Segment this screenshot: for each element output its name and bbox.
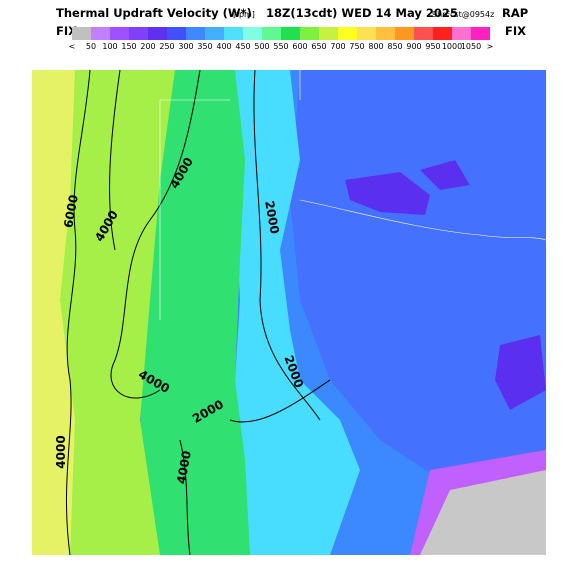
colorbar-label: 800 xyxy=(368,42,383,51)
contours xyxy=(66,69,547,556)
colorbar-label: 550 xyxy=(273,42,288,51)
colorbar-label: 350 xyxy=(197,42,212,51)
contour-label: 4000 xyxy=(174,450,194,485)
model: RAP xyxy=(502,6,528,20)
region xyxy=(345,160,546,410)
color-swatch xyxy=(395,27,414,40)
left-label: FIX xyxy=(56,24,77,38)
colorbar-label: 150 xyxy=(121,42,136,51)
colorbar-label: 1050 xyxy=(461,42,481,51)
land-gray xyxy=(420,470,546,555)
colorbar: FIX FIX <50 100 150 200 250 300 350 400 450 500 55… xyxy=(56,24,526,51)
right-label: FIX xyxy=(505,24,526,38)
colorbar-label: > xyxy=(487,42,494,51)
color-swatch xyxy=(186,27,205,40)
contour-label: 6000 xyxy=(61,194,81,229)
colorbar-label: 300 xyxy=(178,42,193,51)
contour-label: 4000 xyxy=(54,435,68,468)
colorbar-label: < xyxy=(69,42,76,51)
colorbar-label: 400 xyxy=(216,42,231,51)
colorbar-label: 750 xyxy=(349,42,364,51)
colorbar-label: 200 xyxy=(140,42,155,51)
color-swatch xyxy=(167,27,186,40)
color-swatch xyxy=(262,27,281,40)
region xyxy=(290,70,546,480)
colorbar-label: 900 xyxy=(406,42,421,51)
units: [fpm] xyxy=(233,10,255,19)
color-swatch xyxy=(452,27,471,40)
color-swatch xyxy=(300,27,319,40)
color-swatch xyxy=(357,27,376,40)
color-swatch xyxy=(414,27,433,40)
color-swatch xyxy=(376,27,395,40)
color-swatch xyxy=(471,27,490,40)
color-swatch xyxy=(72,27,91,40)
colorbar-label: 100 xyxy=(102,42,117,51)
color-swatch xyxy=(129,27,148,40)
color-swatch xyxy=(148,27,167,40)
colorbar-label: 500 xyxy=(254,42,269,51)
color-swatch xyxy=(319,27,338,40)
header: Thermal Updraft Velocity (W*) [fpm] 18Z(… xyxy=(56,6,528,20)
color-swatch xyxy=(224,27,243,40)
forecast: 9hrFcst@0954z xyxy=(432,10,494,19)
color-swatch xyxy=(281,27,300,40)
colorbar-label: 950 xyxy=(425,42,440,51)
colorbar-label: 50 xyxy=(86,42,96,51)
color-swatch xyxy=(338,27,357,40)
time: 18Z(13cdt) WED 14 May 2025 xyxy=(266,6,458,20)
color-swatch xyxy=(243,27,262,40)
colorbar-label: 850 xyxy=(387,42,402,51)
region xyxy=(230,70,360,555)
colorbar-label: 700 xyxy=(330,42,345,51)
colorbar-label: 450 xyxy=(235,42,250,51)
color-swatch xyxy=(91,27,110,40)
color-swatch xyxy=(433,27,452,40)
colorbar-label: 250 xyxy=(159,42,174,51)
colorbar-label: 1000 xyxy=(442,42,462,51)
title: Thermal Updraft Velocity (W*) xyxy=(56,6,252,20)
region xyxy=(32,70,75,555)
contour-label: 2000 xyxy=(262,200,282,235)
color-swatch xyxy=(205,27,224,40)
color-swatch xyxy=(110,27,129,40)
colorbar-label: 650 xyxy=(311,42,326,51)
colorbar-label: 600 xyxy=(292,42,307,51)
